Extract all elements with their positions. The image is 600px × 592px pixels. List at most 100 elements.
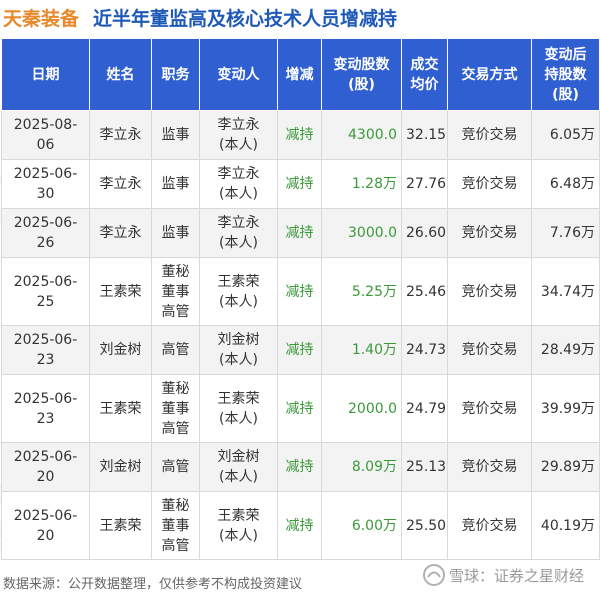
position-cell: 董秘 董事 高管 <box>151 491 200 560</box>
changer-cell: 王素荣 (本人) <box>199 374 278 443</box>
shares-cell: 3000.0 <box>321 208 402 258</box>
method-cell: 竞价交易 <box>447 257 532 326</box>
after-holding-cell: 34.74万 <box>531 257 600 326</box>
table-row: 2025-06-20 刘金树 高管 刘金树 (本人) 减持 8.09万 25.13 竞价交易 29… <box>1 442 600 492</box>
name-cell: 李立永 <box>89 159 152 209</box>
direction-cell: 减持 <box>277 110 322 160</box>
changer-cell: 李立永 (本人) <box>199 208 278 258</box>
position-cell: 高管 <box>151 442 200 492</box>
changer-label: 刘金树 <box>217 449 260 465</box>
after-holding-cell: 6.05万 <box>531 110 600 160</box>
changer-label: 李立永 <box>217 117 260 133</box>
changer-label: (本人) <box>219 293 258 310</box>
table-row: 2025-06-23 王素荣 董秘 董事 高管 王素荣 (本人) 减持 2000.0 24.79 竞… <box>1 374 600 443</box>
price-cell: 24.73 <box>401 325 448 375</box>
position-label: 董事 <box>161 283 190 300</box>
snowball-logo: 雪球：证券之星财经 <box>422 564 584 586</box>
after-holding-cell: 40.19万 <box>531 491 600 560</box>
after-holding-cell: 29.89万 <box>531 442 600 492</box>
name-cell: 王素荣 <box>89 491 152 560</box>
changer-label: (本人) <box>219 410 258 427</box>
table-header-row: 日期 姓名 职务 变动人 增减 变动股数 (股) 成交 均价 交易方式 变动后 持股数 (股) <box>1 38 600 111</box>
position-label: 董事 <box>161 517 190 534</box>
changer-cell: 刘金树 (本人) <box>199 325 278 375</box>
direction-cell: 减持 <box>277 325 322 375</box>
method-cell: 竞价交易 <box>447 208 532 258</box>
column-header: 增减 <box>277 38 322 111</box>
position-label: 董秘 <box>161 380 190 397</box>
method-cell: 竞价交易 <box>447 491 532 560</box>
position-cell: 高管 <box>151 325 200 375</box>
method-cell: 竞价交易 <box>447 110 532 160</box>
changer-cell: 王素荣 (本人) <box>199 257 278 326</box>
shares-cell: 1.28万 <box>321 159 402 209</box>
direction-cell: 减持 <box>277 208 322 258</box>
direction-cell: 减持 <box>277 374 322 443</box>
name-cell: 王素荣 <box>89 257 152 326</box>
table-row: 2025-06-26 李立永 监事 李立永 (本人) 减持 3000.0 26.60 竞价交易 7… <box>1 208 600 258</box>
shares-cell: 8.09万 <box>321 442 402 492</box>
direction-cell: 减持 <box>277 257 322 326</box>
price-cell: 25.50 <box>401 491 448 560</box>
changer-cell: 王素荣 (本人) <box>199 491 278 560</box>
position-cell: 监事 <box>151 110 200 160</box>
name-cell: 李立永 <box>89 110 152 160</box>
shares-cell: 6.00万 <box>321 491 402 560</box>
date-cell: 2025-06-30 <box>1 159 90 209</box>
price-cell: 32.15 <box>401 110 448 160</box>
date-cell: 2025-06-23 <box>1 374 90 443</box>
method-cell: 竞价交易 <box>447 374 532 443</box>
column-header: 成交 均价 <box>401 38 448 111</box>
changer-label: 李立永 <box>217 215 260 231</box>
price-cell: 26.60 <box>401 208 448 258</box>
name-cell: 刘金树 <box>89 442 152 492</box>
after-holding-cell: 6.48万 <box>531 159 600 209</box>
table-row: 2025-06-25 王素荣 董秘 董事 高管 王素荣 (本人) 减持 5.25万 25.46 竞价… <box>1 257 600 326</box>
title-bar: 天秦装备 近半年董监高及核心技术人员增减持 <box>0 0 600 34</box>
changer-cell: 刘金树 (本人) <box>199 442 278 492</box>
position-cell: 监事 <box>151 159 200 209</box>
column-header: 变动股数 (股) <box>321 38 402 111</box>
table-row: 2025-08-06 李立永 监事 李立永 (本人) 减持 4300.0 32.15 竞价交易 6… <box>1 110 600 160</box>
column-header: 日期 <box>1 38 90 111</box>
column-header: 职务 <box>151 38 200 111</box>
after-holding-cell: 28.49万 <box>531 325 600 375</box>
date-cell: 2025-08-06 <box>1 110 90 160</box>
changer-label: (本人) <box>219 469 258 485</box>
changer-label: (本人) <box>219 186 258 202</box>
method-cell: 竞价交易 <box>447 159 532 209</box>
column-header: 交易方式 <box>447 38 532 111</box>
date-cell: 2025-06-20 <box>1 491 90 560</box>
price-cell: 25.46 <box>401 257 448 326</box>
changer-label: 刘金树 <box>217 332 260 348</box>
price-cell: 27.76 <box>401 159 448 209</box>
position-label: 监事 <box>161 127 190 143</box>
position-label: 董事 <box>161 400 190 417</box>
changer-label: 王素荣 <box>217 390 260 407</box>
holdings-change-table: 日期 姓名 职务 变动人 增减 变动股数 (股) 成交 均价 交易方式 变动后 持股数 (股) … <box>1 38 600 560</box>
table-row: 2025-06-20 王素荣 董秘 董事 高管 王素荣 (本人) 减持 6.00万 25.50 竞价… <box>1 491 600 560</box>
position-cell: 董秘 董事 高管 <box>151 374 200 443</box>
changer-label: 李立永 <box>217 166 260 182</box>
date-cell: 2025-06-25 <box>1 257 90 326</box>
page-title: 近半年董监高及核心技术人员增减持 <box>93 7 398 30</box>
shares-cell: 2000.0 <box>321 374 402 443</box>
data-source-note: 数据来源：公开数据整理，仅供参考不构成投资建议 <box>3 577 303 592</box>
date-cell: 2025-06-23 <box>1 325 90 375</box>
column-header: 变动后 持股数 (股) <box>531 38 600 111</box>
brand-name: 天秦装备 <box>3 7 80 30</box>
table-row: 2025-06-30 李立永 监事 李立永 (本人) 减持 1.28万 27.76 竞价交易 6.… <box>1 159 600 209</box>
changer-cell: 李立永 (本人) <box>199 159 278 209</box>
changer-label: 王素荣 <box>217 507 260 524</box>
price-cell: 25.13 <box>401 442 448 492</box>
position-label: 董秘 <box>161 497 190 514</box>
table-row: 2025-06-23 刘金树 高管 刘金树 (本人) 减持 1.40万 24.73 竞价交易 28… <box>1 325 600 375</box>
shares-cell: 5.25万 <box>321 257 402 326</box>
direction-cell: 减持 <box>277 159 322 209</box>
position-label: 高管 <box>161 459 190 475</box>
position-label: 高管 <box>161 342 190 358</box>
position-label: 董秘 <box>161 263 190 280</box>
changer-label: (本人) <box>219 352 258 368</box>
position-label: 高管 <box>161 420 190 437</box>
direction-cell: 减持 <box>277 491 322 560</box>
